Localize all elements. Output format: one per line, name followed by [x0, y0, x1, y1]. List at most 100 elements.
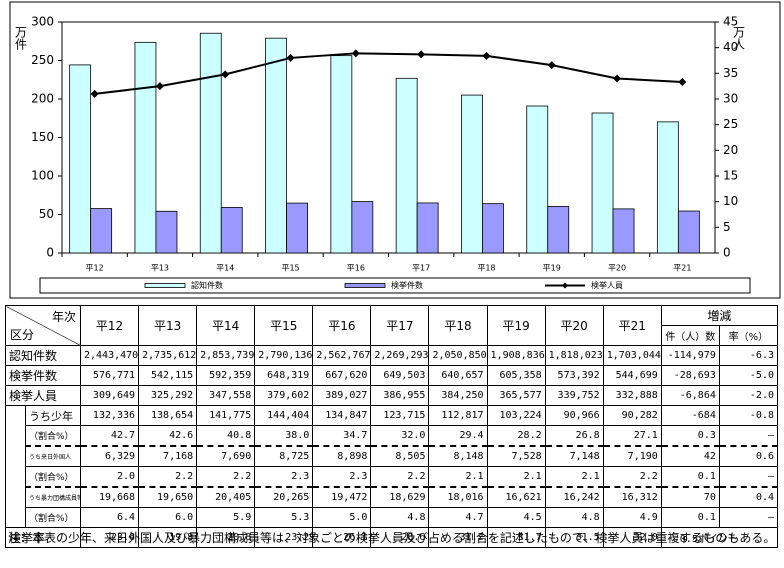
bar — [265, 37, 287, 254]
cell: 309,649 — [79, 385, 140, 406]
cell: 123,715 — [370, 405, 430, 426]
cell: 2,853,739 — [196, 345, 256, 366]
bar — [286, 202, 308, 254]
bar — [547, 206, 570, 254]
cell: 8,505 — [370, 445, 430, 467]
header-row: 年次 区分 平12 平13 平14 平15 平16 平17 平18 平19 平20 平21 増減 — [5, 305, 779, 346]
cell: -0.8 — [718, 405, 779, 426]
x-tick-label: 平13 — [151, 264, 169, 273]
cell: 42.7 — [79, 425, 140, 447]
indent — [5, 487, 26, 528]
corner-left: 区分 — [10, 328, 35, 342]
cell: 7,528 — [486, 445, 546, 467]
bar — [351, 201, 374, 254]
table-row: （割合%） 6.4 6.0 5.9 5.3 5.0 4.8 4.7 4.5 4.8 4.9 0.1— — [6, 507, 779, 528]
bar — [199, 32, 222, 254]
cell: 112,817 — [428, 405, 488, 426]
x-tick-label: 平15 — [281, 264, 299, 273]
legend-swatch — [144, 283, 186, 288]
cell: 19,472 — [312, 486, 372, 508]
column-header: 平14 — [196, 305, 256, 346]
cell: 649,503 — [370, 365, 430, 386]
cell: 134,847 — [312, 405, 372, 426]
line-marker — [221, 70, 230, 79]
cell: 2.2 — [370, 466, 430, 488]
cell: 132,336 — [79, 405, 140, 426]
cell: 19,668 — [79, 486, 140, 508]
cell: 542,115 — [138, 365, 198, 386]
cell: -6,864 — [660, 385, 720, 406]
cell: 19.8 — [138, 527, 198, 548]
table-row: うち少年 132,336 138,654 141,775 144,404 134,847 1… — [5, 405, 779, 446]
y-tick-label: 100 — [31, 169, 54, 183]
x-tick-label: 平17 — [412, 264, 430, 273]
cell: 4.7 — [428, 507, 488, 528]
legend-box — [39, 277, 751, 294]
cell: -28,693 — [660, 365, 720, 386]
row-label: うち暴力団構成員等 — [25, 486, 81, 508]
cell: 90,966 — [544, 405, 604, 426]
row-label: （割合%） — [25, 425, 81, 447]
cell: 138,654 — [138, 405, 198, 426]
column-header: 平15 — [254, 305, 314, 346]
line-marker — [417, 50, 426, 59]
cell: 2.0 — [79, 466, 140, 488]
cell: 19,650 — [138, 486, 198, 508]
cell: 8,898 — [312, 445, 372, 467]
cell: 42 — [660, 445, 720, 467]
row-label: 検挙件数 — [5, 365, 81, 386]
cell: 365,577 — [486, 385, 546, 406]
y2-tick-label: 0 — [723, 246, 731, 260]
cell: 2.3 — [254, 466, 314, 488]
bar — [330, 55, 353, 254]
column-header: 平19 — [486, 305, 546, 346]
line-marker — [90, 89, 99, 98]
bar — [526, 105, 549, 254]
cell: 0.3 — [660, 425, 720, 447]
y2-tick-label: 35 — [723, 66, 738, 80]
cell: 32.0 — [370, 425, 430, 447]
x-tick-label: 平14 — [216, 264, 234, 273]
column-header: 平21 — [602, 305, 662, 346]
legend-swatch — [344, 283, 386, 288]
column-header: 平20 — [544, 305, 604, 346]
cell: 0.5ポイント — [660, 527, 779, 548]
cell: 576,771 — [79, 365, 140, 386]
cell: 2.1 — [428, 466, 488, 488]
line-marker — [547, 61, 556, 70]
cell: 34.7 — [312, 425, 372, 447]
cell: 384,250 — [428, 385, 488, 406]
cell: — — [718, 466, 779, 488]
bar — [155, 210, 178, 254]
chart-frame — [9, 1, 781, 299]
column-header: 平18 — [428, 305, 488, 346]
cell: 2,562,767 — [312, 345, 372, 366]
cell: 2.2 — [602, 466, 662, 488]
row-label: うち来日外国人 — [25, 445, 81, 467]
cell: 28.2 — [486, 425, 546, 447]
cell: 1,703,044 — [602, 345, 662, 366]
cell: 0.1 — [660, 466, 720, 488]
cell: 592,359 — [196, 365, 256, 386]
cell: 29.4 — [428, 425, 488, 447]
change-header: 増減 — [660, 305, 779, 326]
table-row: うち暴力団構成員等 19,668 19,650 20,405 20,265 19,472 1… — [5, 486, 779, 528]
cell: 544,699 — [602, 365, 662, 386]
cell: 7,168 — [138, 445, 198, 467]
cell: 5.9 — [196, 507, 256, 528]
cell: — — [718, 425, 779, 447]
y2-tick-label: 5 — [723, 220, 731, 234]
cell: 2,050,850 — [428, 345, 488, 366]
bar — [612, 208, 635, 254]
cell: 18,016 — [428, 486, 488, 508]
bar — [395, 77, 418, 254]
cell: 605,358 — [486, 365, 546, 386]
cell: 4.8 — [370, 507, 430, 528]
indent — [5, 446, 26, 487]
change-subheader: 率（%） — [718, 325, 779, 346]
cell: 28.6 — [370, 527, 430, 548]
cell: 20,405 — [196, 486, 256, 508]
cell: 325,292 — [138, 385, 198, 406]
bar — [416, 202, 439, 254]
